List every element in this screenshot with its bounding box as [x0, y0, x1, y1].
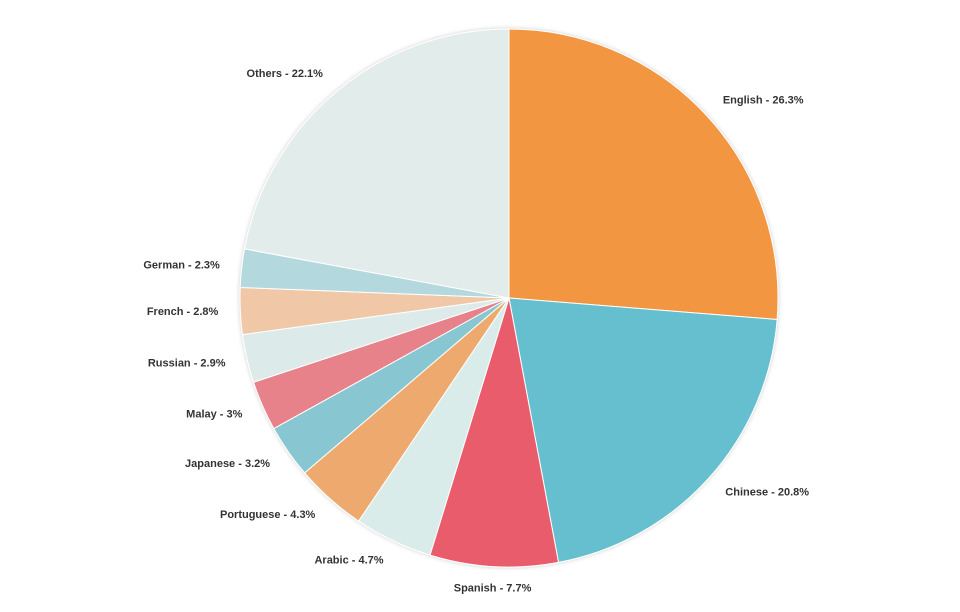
slice-label: Arabic - 4.7% [314, 554, 383, 566]
pie-slice [429, 297, 560, 568]
pie-slice [508, 28, 779, 321]
slice-label: English - 26.3% [723, 95, 804, 107]
slice-label: Malay - 3% [186, 409, 242, 421]
pie-slice [243, 28, 510, 299]
slice-label: Spanish - 7.7% [454, 582, 532, 594]
slice-label: Portuguese - 4.3% [220, 509, 316, 521]
slice-label: Others - 22.1% [247, 68, 324, 80]
slice-label: German - 2.3% [143, 260, 220, 272]
slice-label: Russian - 2.9% [148, 358, 226, 370]
pie-slice [508, 297, 778, 563]
slice-label: Japanese - 3.2% [185, 458, 270, 470]
slice-label: Chinese - 20.8% [725, 487, 809, 499]
slice-label: French - 2.8% [147, 306, 219, 318]
pie [239, 28, 779, 568]
